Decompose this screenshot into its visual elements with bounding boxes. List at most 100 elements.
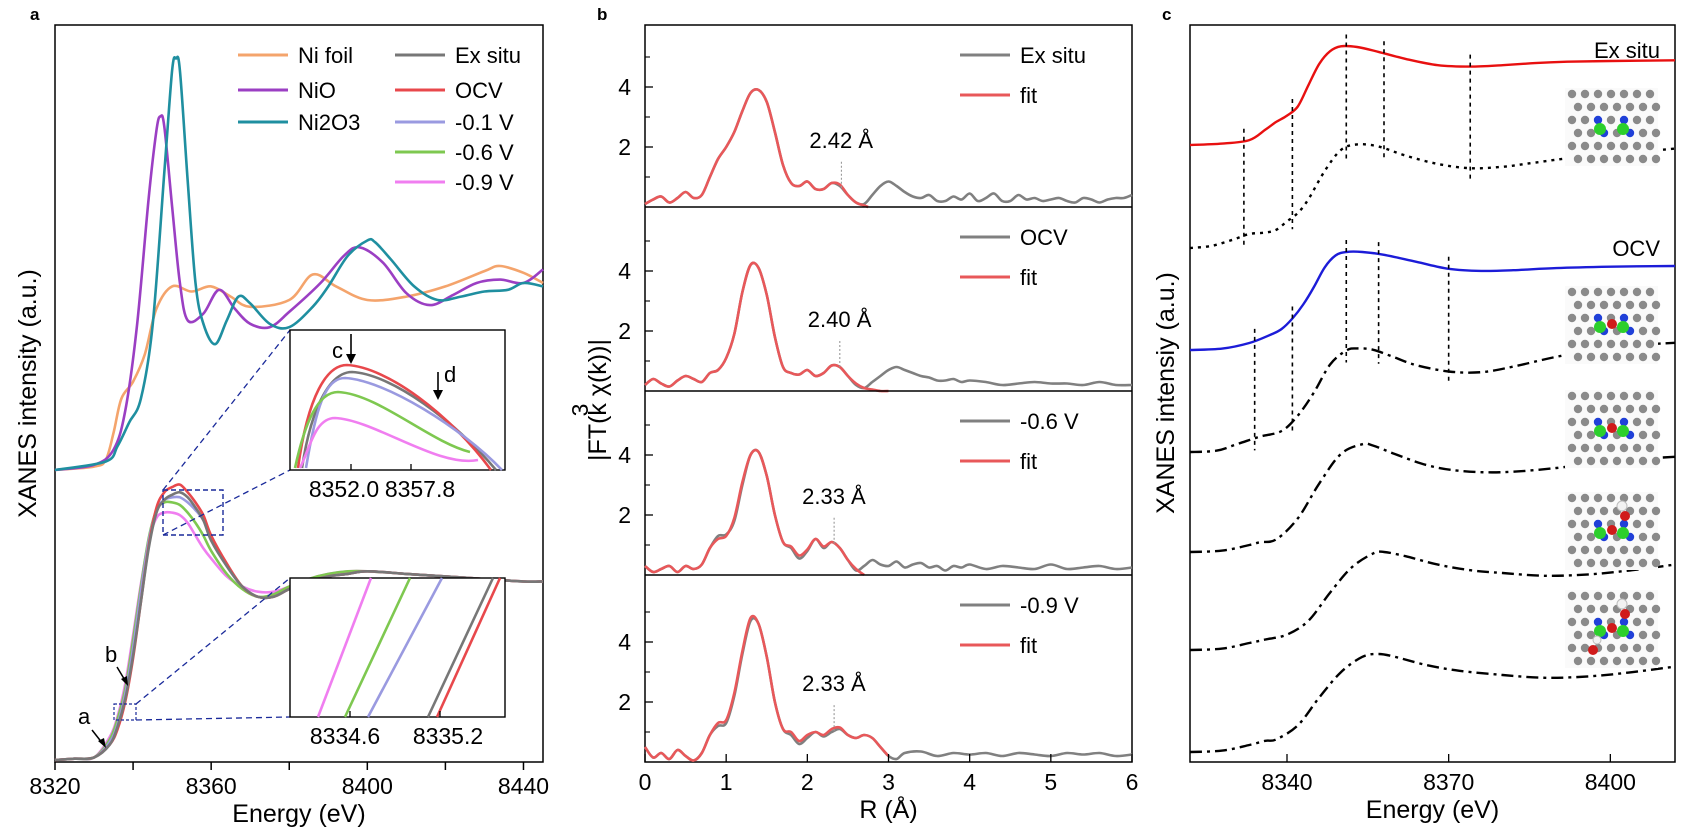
carbon-atom (1586, 102, 1596, 112)
carbon-atom (1651, 506, 1661, 516)
inset-bottom-line-m06 (343, 577, 412, 718)
carbon-atom (1632, 141, 1642, 151)
carbon-atom (1606, 89, 1616, 99)
inset-bottom-line-m09 (316, 577, 373, 718)
oxygen-atom (1607, 423, 1617, 433)
carbon-atom (1651, 456, 1661, 466)
bond-distance-label: 2.33 Å (802, 671, 866, 696)
x-axis-title-b: R (Å) (859, 794, 917, 824)
legend-fit-label: fit (1020, 633, 1037, 658)
nitrogen-atom (1593, 313, 1603, 323)
legend-m06-label: -0.6 V (455, 140, 514, 165)
carbon-atom (1567, 287, 1577, 297)
carbon-atom (1580, 391, 1590, 401)
reference-line-nio (54, 114, 544, 472)
carbon-atom (1638, 326, 1648, 336)
inset-bottom-tick-label: 8334.6 (310, 723, 380, 749)
reference-line-ni2o3 (54, 55, 544, 472)
carbon-atom (1645, 519, 1655, 529)
legend-data-label: OCV (1020, 225, 1068, 250)
inset-bottom-line-m01 (366, 577, 444, 718)
carbon-atom (1586, 604, 1596, 614)
oxygen-atom (1620, 511, 1630, 521)
legend-nio-label: NiO (298, 78, 336, 103)
carbon-atom (1645, 89, 1655, 99)
carbon-atom (1638, 456, 1648, 466)
carbon-atom (1573, 656, 1583, 666)
carbon-atom (1586, 558, 1596, 568)
x-tick-label-c: 8340 (1261, 769, 1312, 795)
carbon-atom (1651, 558, 1661, 568)
inset-bottom-line-ocv (435, 577, 502, 718)
carbon-atom (1619, 287, 1629, 297)
carbon-atom (1573, 404, 1583, 414)
carbon-atom (1606, 591, 1616, 601)
series-line-data (644, 88, 1133, 206)
carbon-atom (1612, 558, 1622, 568)
carbon-atom (1645, 617, 1655, 627)
carbon-atom (1651, 430, 1661, 440)
carbon-atom (1567, 141, 1577, 151)
nitrogen-atom (1619, 417, 1629, 427)
x-tick-label-a: 8320 (29, 773, 80, 799)
carbon-atom (1580, 545, 1590, 555)
y-axis-title-a: XANES intensity (a.u.) (14, 269, 42, 518)
carbon-atom (1606, 391, 1616, 401)
carbon-atom (1567, 643, 1577, 653)
carbon-atom (1638, 656, 1648, 666)
carbon-atom (1632, 391, 1642, 401)
carbon-atom (1645, 339, 1655, 349)
carbon-atom (1651, 604, 1661, 614)
x-axis-title-c: Energy (eV) (1366, 796, 1499, 824)
carbon-atom (1586, 630, 1596, 640)
y-axis-title-c: XANES intensiy (a.u.) (1152, 272, 1180, 514)
carbon-atom (1567, 443, 1577, 453)
carbon-atom (1651, 656, 1661, 666)
carbon-atom (1567, 545, 1577, 555)
x-tick-label-b: 6 (1126, 769, 1139, 795)
x-tick-label-a: 8360 (186, 773, 237, 799)
structure-thumbnail (1565, 492, 1661, 570)
carbon-atom (1651, 352, 1661, 362)
carbon-atom (1573, 532, 1583, 542)
carbon-atom (1625, 558, 1635, 568)
carbon-atom (1573, 352, 1583, 362)
hydrogen-atom (1616, 500, 1628, 512)
oxygen-atom (1607, 319, 1617, 329)
carbon-atom (1612, 102, 1622, 112)
structure-thumbnail (1565, 590, 1661, 668)
bond-distance-label: 2.40 Å (808, 307, 872, 332)
nickel-atom (1617, 625, 1629, 637)
legend-fit-label: fit (1020, 83, 1037, 108)
curve-label-ex-situ: Ex situ (1594, 38, 1660, 63)
carbon-atom (1619, 591, 1629, 601)
hydrogen-atom (1592, 635, 1602, 645)
carbon-atom (1573, 154, 1583, 164)
x-tick-label-a: 8440 (498, 773, 549, 799)
carbon-atom (1586, 430, 1596, 440)
legend-fit-label: fit (1020, 265, 1037, 290)
carbon-atom (1632, 89, 1642, 99)
carbon-atom (1593, 443, 1603, 453)
carbon-atom (1638, 604, 1648, 614)
legend-m09-label: -0.9 V (455, 170, 514, 195)
carbon-atom (1580, 443, 1590, 453)
carbon-atom (1580, 617, 1590, 627)
inset-top-curve-ocv (296, 363, 493, 471)
carbon-atom (1645, 313, 1655, 323)
carbon-atom (1638, 404, 1648, 414)
carbon-atom (1651, 532, 1661, 542)
carbon-atom (1651, 326, 1661, 336)
legend-ocv-label: OCV (455, 78, 503, 103)
point-label-a: a (78, 704, 91, 729)
carbon-atom (1612, 456, 1622, 466)
carbon-atom (1573, 604, 1583, 614)
carbon-atom (1567, 339, 1577, 349)
inset-top-curve-m09 (298, 416, 479, 469)
series-line-fit (643, 614, 890, 762)
carbon-atom (1619, 643, 1629, 653)
y-tick-label-b: 4 (618, 258, 631, 284)
panel-letter-a: a (30, 5, 40, 24)
carbon-atom (1638, 532, 1648, 542)
